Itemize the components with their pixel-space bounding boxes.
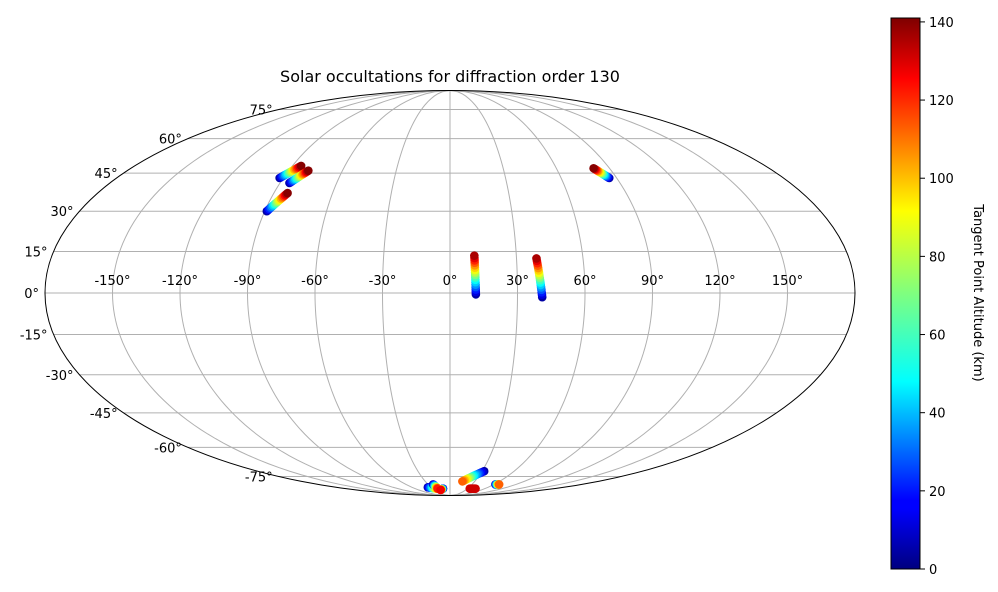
longitude-tick-label: -30°: [369, 274, 397, 289]
colorbar-tick-label: 60: [929, 329, 946, 344]
latitude-tick-label: -75°: [245, 470, 273, 485]
latitude-tick-label: 15°: [25, 246, 48, 261]
latitude-tick-labels: 75° 60° 45° 30° 15° 0° -15° -30° -45° -60° -75°: [20, 104, 273, 486]
colorbar-label: Tangent Point Altitude (km): [970, 203, 985, 381]
colorbar-tick-label: 80: [929, 250, 946, 265]
colorbar-tick-label: 20: [929, 485, 946, 500]
latitude-tick-label: 75°: [250, 104, 273, 119]
data-points: [262, 161, 614, 495]
longitude-tick-label: 120°: [704, 274, 735, 289]
longitude-tick-label: 150°: [772, 274, 803, 289]
longitude-tick-labels: -150° -120° -90° -60° -30° 0° 30° 60° 90° 120° 150…: [94, 274, 803, 289]
data-point: [436, 485, 445, 495]
longitude-tick-label: -90°: [234, 274, 262, 289]
data-point: [304, 166, 313, 175]
data-point: [471, 484, 480, 493]
latitude-tick-label: -60°: [154, 441, 182, 456]
latitude-tick-label: 60°: [159, 133, 182, 148]
data-point: [589, 163, 598, 173]
longitude-tick-label: 30°: [506, 274, 529, 289]
longitude-tick-label: 0°: [443, 274, 458, 289]
colorbar-ticks: 0 20 40 60 80 100 120 140: [920, 16, 954, 578]
latitude-tick-label: -30°: [46, 369, 74, 384]
colorbar-tick-label: 40: [929, 407, 946, 422]
longitude-tick-label: -150°: [94, 274, 130, 289]
latitude-tick-label: 0°: [24, 287, 39, 302]
latitude-tick-label: -45°: [90, 407, 118, 422]
longitude-tick-label: 90°: [641, 274, 664, 289]
data-point: [532, 254, 541, 263]
colorbar: [890, 17, 921, 570]
data-point: [458, 477, 467, 486]
colorbar-tick-label: 100: [929, 172, 954, 187]
gridlines: [45, 90, 855, 496]
data-point: [283, 188, 292, 198]
latitude-tick-label: 45°: [95, 167, 118, 182]
data-point: [494, 480, 504, 489]
longitude-tick-label: 60°: [573, 274, 596, 289]
data-point: [470, 251, 479, 260]
colorbar-tick-label: 120: [929, 94, 954, 109]
longitude-tick-label: -120°: [162, 274, 198, 289]
longitude-tick-label: -60°: [301, 274, 329, 289]
colorbar-tick-label: 0: [929, 563, 937, 578]
latitude-tick-label: 30°: [50, 205, 73, 220]
chart-title: Solar occultations for diffraction order…: [280, 67, 620, 86]
map-boundary: [44, 90, 856, 496]
colorbar-tick-label: 140: [929, 16, 954, 31]
latitude-tick-label: -15°: [20, 328, 48, 343]
data-point: [296, 161, 306, 171]
